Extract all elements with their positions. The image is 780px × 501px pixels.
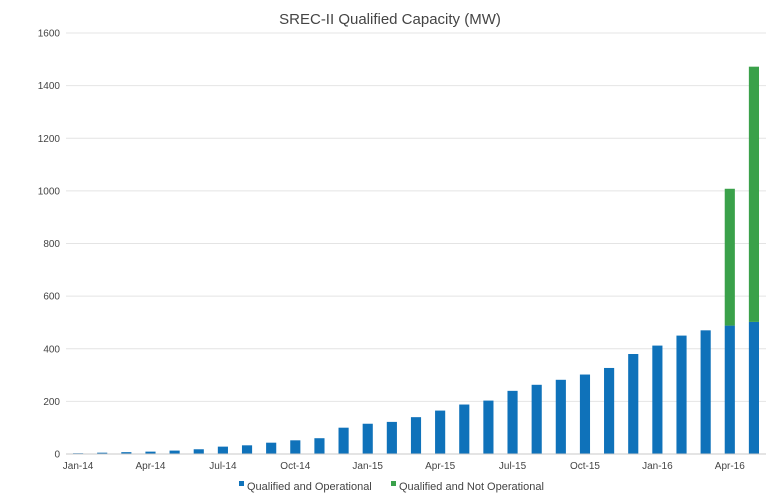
x-tick-label: Jan-15 <box>352 461 383 472</box>
bar-operational <box>386 421 397 454</box>
y-tick-label: 200 <box>43 397 60 408</box>
bar-operational <box>241 445 253 454</box>
gridlines <box>66 32 766 402</box>
y-tick-label: 1200 <box>38 134 61 145</box>
bar-operational <box>507 390 518 454</box>
bar-operational <box>748 321 759 454</box>
x-tick-label: Oct-15 <box>570 461 600 472</box>
bar-operational <box>652 345 663 454</box>
y-tick-label: 600 <box>43 292 60 303</box>
x-tick-label: Apr-15 <box>425 461 455 472</box>
bar-operational <box>314 438 325 454</box>
y-tick-label: 800 <box>43 239 60 250</box>
bars <box>73 66 759 454</box>
bar-not-operational <box>748 66 759 322</box>
x-tick-label: Apr-16 <box>715 461 745 472</box>
bar-operational <box>483 400 494 454</box>
chart-title: SREC-II Qualified Capacity (MW) <box>279 11 501 28</box>
legend-label-not-operational: Qualified and Not Operational <box>399 481 544 493</box>
bar-operational <box>579 374 591 454</box>
y-tick-label: 1000 <box>38 186 61 197</box>
bar-operational <box>266 442 277 454</box>
bar-operational <box>338 427 349 454</box>
x-tick-label: Jan-16 <box>642 461 673 472</box>
x-tick-label: Jul-14 <box>209 461 237 472</box>
bar-operational <box>628 354 639 454</box>
bar-operational <box>700 330 711 454</box>
bar-operational <box>459 404 470 454</box>
x-tick-label: Jul-15 <box>499 461 527 472</box>
bar-operational <box>145 451 156 454</box>
bar-operational <box>169 450 180 454</box>
bar-operational <box>121 452 132 454</box>
bar-operational <box>290 440 301 454</box>
y-tick-label: 1600 <box>38 29 61 40</box>
bar-operational <box>410 417 422 454</box>
y-tick-label: 1400 <box>38 81 61 92</box>
y-tick-label: 400 <box>43 344 60 355</box>
bar-operational <box>604 367 615 454</box>
bar-operational <box>435 410 446 454</box>
x-tick-label: Oct-14 <box>280 461 310 472</box>
y-tick-label: 0 <box>54 450 60 461</box>
legend-label-operational: Qualified and Operational <box>247 481 372 493</box>
legend-swatch-not-operational <box>391 481 396 486</box>
x-tick-label: Jan-14 <box>63 461 94 472</box>
bar-operational <box>555 379 566 454</box>
bar-operational <box>531 384 542 454</box>
bar-operational <box>193 449 204 454</box>
x-tick-label: Apr-14 <box>135 461 165 472</box>
legend: Qualified and Operational Qualified and … <box>239 481 544 493</box>
x-axis-ticks: Jan-14 Apr-14 Jul-14 Oct-14 Jan-15 Apr-15 Jul-… <box>63 461 745 472</box>
y-axis-ticks: 0 200 400 600 800 1000 1200 1400 1600 <box>38 29 61 461</box>
bar-operational <box>724 325 735 454</box>
bar-operational <box>217 446 228 454</box>
bar-operational <box>362 423 373 454</box>
bar-not-operational <box>724 188 735 326</box>
bar-operational <box>97 452 108 454</box>
bar-operational <box>676 335 687 454</box>
legend-swatch-operational <box>239 481 244 486</box>
